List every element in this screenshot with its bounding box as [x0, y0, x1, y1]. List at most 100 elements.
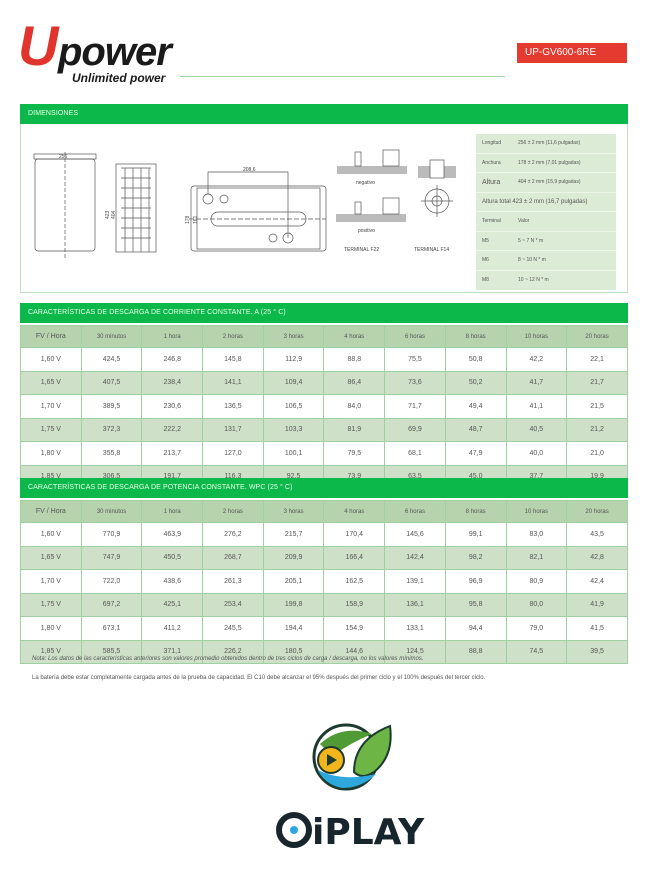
table-cell: 73,6	[384, 370, 446, 395]
table-cell: 82,1	[505, 545, 568, 570]
table-cell: 69,9	[384, 417, 446, 442]
table-cell: 80,9	[505, 569, 568, 594]
table-cell: 86,4	[323, 370, 386, 395]
voltage-cell: 1,70 V	[20, 394, 82, 419]
table-row: 1,80 V 355,8 213,7 127,0 100,1 79,5 68,1 47,9 40…	[20, 441, 628, 466]
spec-value: 404 ± 2 mm (15,9 pulgadas)	[518, 179, 581, 186]
spec-value: 178 ± 2 mm (7,01 pulgadas)	[518, 159, 581, 166]
negative-label: negativo	[356, 180, 375, 186]
table-cell: 372,3	[80, 417, 143, 442]
table-row: 1,60 V 770,9 463,9 276,2 215,7 170,4 145,6 99,1…	[20, 522, 628, 547]
torque-terminal: M5	[482, 237, 489, 244]
table-cell: 199,8	[262, 592, 325, 617]
terminal-f14: TERMINAL F14	[414, 159, 456, 253]
column-header: 8 horas	[444, 500, 507, 523]
table-cell: 83,0	[505, 522, 568, 547]
table-cell: 41,1	[505, 394, 568, 419]
column-header: 6 horas	[384, 500, 446, 523]
spec-value: 256 ± 2 mm (11,6 pulgadas)	[518, 140, 581, 147]
table-cell: 96,9	[444, 569, 507, 594]
table-cell: 268,7	[202, 545, 264, 570]
table-cell: 261,3	[202, 569, 264, 594]
table-cell: 75,5	[384, 347, 446, 372]
table-cell: 230,6	[141, 394, 204, 419]
torque-terminal: M8	[482, 277, 489, 284]
table-cell: 697,2	[80, 592, 143, 617]
spec-label: Longitud	[482, 140, 502, 147]
voltage-cell: 1,65 V	[20, 545, 82, 570]
table-cell: 79,0	[505, 616, 568, 641]
dimensions-section: DIMENSIONES 256 423 404 208,6 178 161 ne…	[20, 104, 628, 293]
table-row: 1,60 V 424,5 246,8 145,8 112,9 88,8 75,5 50,8 42…	[20, 347, 628, 372]
column-header: 20 horas	[566, 500, 628, 523]
table-cell: 170,4	[323, 522, 386, 547]
table-cell: 112,9	[262, 347, 325, 372]
table-header-row: FV / Hora 30 minutos 1 hora 2 horas 3 horas 4…	[20, 500, 628, 523]
table-cell: 48,7	[444, 417, 507, 442]
top-view: 208,6 178 161	[185, 167, 327, 252]
dim-width: 256	[59, 154, 68, 160]
table-cell: 180,5	[262, 639, 325, 664]
column-header: 2 horas	[202, 500, 264, 523]
table-cell: 42,2	[505, 347, 568, 372]
table-cell: 100,1	[262, 441, 325, 466]
table-cell: 194,4	[262, 616, 325, 641]
torque-value: 5 ~ 7 N * m	[518, 237, 544, 244]
table-cell: 88,8	[323, 347, 386, 372]
oiplay-watermark-logo: iPLAY	[262, 722, 438, 853]
table-cell: 43,5	[566, 522, 628, 547]
table-cell: 425,1	[141, 592, 204, 617]
column-header: FV / Hora	[20, 500, 82, 523]
column-header: 30 minutos	[80, 500, 143, 523]
power-table-title: CARACTERÍSTICAS DE DESCARGA DE POTENCIA …	[20, 478, 628, 498]
power-discharge-table: FV / Hora 30 minutos 1 hora 2 horas 3 horas 4…	[20, 500, 628, 664]
spec-label: Altura	[482, 178, 501, 186]
power-discharge-section: CARACTERÍSTICAS DE DESCARGA DE POTENCIA …	[20, 478, 628, 664]
table-cell: 450,5	[141, 545, 204, 570]
positive-label: positivo	[358, 228, 375, 234]
column-header: 4 horas	[323, 325, 386, 348]
table-cell: 124,5	[384, 639, 446, 664]
table-cell: 39,5	[566, 639, 628, 664]
table-cell: 139,1	[384, 569, 446, 594]
table-cell: 68,1	[384, 441, 446, 466]
table-cell: 131,7	[202, 417, 264, 442]
column-header: 20 horas	[566, 325, 628, 348]
table-cell: 41,7	[505, 370, 568, 395]
column-header: 4 horas	[323, 500, 386, 523]
table-header-row: FV / Hora 30 minutos 1 hora 2 horas 3 horas 4…	[20, 325, 628, 348]
table-cell: 41,9	[566, 592, 628, 617]
table-cell: 94,4	[444, 616, 507, 641]
table-cell: 71,7	[384, 394, 446, 419]
current-discharge-section: CARACTERÍSTICAS DE DESCARGA DE CORRIENTE…	[20, 303, 628, 489]
table-cell: 205,1	[262, 569, 325, 594]
table-cell: 389,5	[80, 394, 143, 419]
dim-depth: 178	[185, 215, 191, 224]
table-cell: 722,0	[80, 569, 143, 594]
table-cell: 145,6	[384, 522, 446, 547]
table-cell: 166,4	[323, 545, 386, 570]
voltage-cell: 1,65 V	[20, 370, 82, 395]
logo-tagline: Unlimited power	[72, 71, 166, 85]
dim-depth-inner: 161	[193, 215, 199, 224]
table-cell: 226,2	[202, 639, 264, 664]
table-cell: 154,9	[323, 616, 386, 641]
dim-height: 404	[111, 210, 117, 219]
column-header: 1 hora	[141, 500, 204, 523]
voltage-cell: 1,80 V	[20, 616, 82, 641]
column-header: 8 horas	[444, 325, 507, 348]
oiplay-wordmark: iPLAY	[312, 812, 425, 852]
table-cell: 136,1	[384, 592, 446, 617]
table-cell: 245,5	[202, 616, 264, 641]
spec-label: Anchura	[482, 159, 501, 166]
column-header: 2 horas	[202, 325, 264, 348]
table-row: 1,75 V 697,2 425,1 253,4 199,8 158,9 136,1 95,8…	[20, 592, 628, 617]
table-cell: 49,4	[444, 394, 507, 419]
oiplay-emblem: iPLAY	[276, 723, 425, 853]
table-cell: 47,9	[444, 441, 507, 466]
current-table-title: CARACTERÍSTICAS DE DESCARGA DE CORRIENTE…	[20, 303, 628, 323]
voltage-cell: 1,70 V	[20, 569, 82, 594]
column-header: 1 hora	[141, 325, 204, 348]
terminal-f14-label: TERMINAL F14	[414, 247, 449, 253]
table-cell: 213,7	[141, 441, 204, 466]
